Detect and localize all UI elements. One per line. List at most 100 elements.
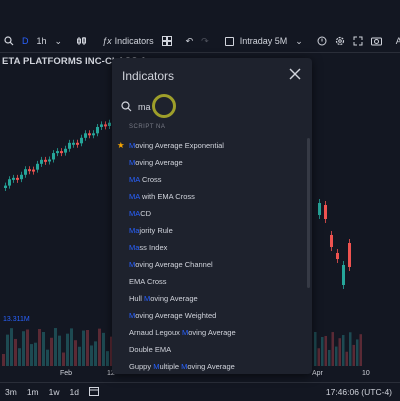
volume-bar [42, 331, 45, 366]
volume-bar [359, 334, 362, 366]
indicator-result-label: Majority Rule [129, 226, 173, 235]
indicator-result-label: Hull Moving Average [129, 294, 198, 303]
volume-bar [66, 333, 69, 366]
time-axis-label: Apr [312, 370, 323, 377]
candle-body [60, 151, 63, 154]
candle-body [28, 169, 31, 172]
interval-1h-button[interactable]: 1h [36, 36, 47, 46]
indicator-result-label: MACD [129, 209, 152, 218]
timeframe-1m-button[interactable]: 1m [26, 387, 39, 397]
indicator-result-item[interactable]: EMA Cross [112, 273, 312, 290]
time-axis-label: 12 [107, 370, 115, 377]
alert-icon[interactable] [313, 30, 331, 52]
volume-bar [345, 351, 348, 366]
volume-bar [50, 337, 53, 366]
date-range-icon[interactable] [84, 386, 104, 398]
fullscreen-icon[interactable] [349, 30, 367, 52]
results-scrollbar[interactable] [307, 138, 310, 288]
time-axis[interactable]: Feb 12 Apr 10 [0, 370, 400, 380]
templates-icon[interactable] [158, 30, 176, 52]
clock: 17:46:06 (UTC-4) [325, 387, 392, 397]
interval-prefix-button[interactable]: D [22, 36, 29, 46]
indicator-result-item[interactable]: Mass Index [112, 239, 312, 256]
candle-body [56, 151, 59, 154]
indicator-result-item[interactable]: Moving Average [112, 154, 312, 171]
indicator-result-label: EMA Cross [129, 277, 167, 286]
indicator-result-label: Moving Average [129, 158, 183, 167]
timeframe-3m-button[interactable]: 3m [5, 387, 17, 397]
volume-bar [18, 348, 21, 366]
volume-bar [30, 344, 33, 366]
indicator-result-item[interactable]: MACD [112, 205, 312, 222]
session-dropdown-icon[interactable]: ⌄ [295, 35, 303, 46]
indicator-result-label: Moving Average Exponential [129, 141, 224, 150]
candle-body [8, 179, 11, 186]
snapshot-icon[interactable] [367, 30, 386, 52]
volume-bar [356, 339, 359, 366]
symbol-search-icon[interactable] [0, 30, 18, 52]
candle-body [24, 169, 27, 175]
candle-body [16, 177, 19, 180]
volume-bar [349, 332, 352, 366]
top-toolbar: D 1h ⌄ ƒx Indicators ↶ ↷ Intraday 5M ⌄ A… [0, 30, 400, 53]
volume-bar [38, 329, 41, 366]
indicator-result-item[interactable]: Double EMA [112, 341, 312, 358]
volume-bar [317, 348, 320, 366]
volume-bar [26, 329, 29, 366]
interval-dropdown-icon[interactable]: ⌄ [54, 35, 63, 46]
indicator-result-item[interactable]: MA with EMA Cross [112, 188, 312, 205]
undo-icon[interactable]: ↶ [185, 35, 194, 46]
candle-body [72, 142, 75, 145]
candle-body [76, 142, 79, 145]
volume-bar [324, 335, 327, 366]
volume-bar [46, 349, 49, 366]
indicator-result-item[interactable]: ★ Moving Average Exponential [112, 137, 312, 154]
volume-bar [86, 329, 89, 366]
indicator-result-item[interactable]: Moving Average Channel [112, 256, 312, 273]
toolbar-spacer [213, 30, 221, 52]
favorite-star-icon[interactable]: ★ [117, 140, 125, 150]
indicator-result-label: Guppy Multiple Moving Average [129, 362, 235, 371]
timeframe-1d-button[interactable]: 1d [69, 387, 79, 397]
indicator-result-item[interactable]: Hull Moving Average [112, 290, 312, 307]
timeframe-1w-button[interactable]: 1w [48, 387, 60, 397]
auto-scale-button[interactable]: Auto [395, 36, 400, 46]
close-icon[interactable] [288, 67, 302, 81]
search-input[interactable] [138, 99, 298, 114]
candle-body [44, 159, 47, 162]
bottom-toolbar: 3m 1m 1w 1d 17:46:06 (UTC-4) [0, 382, 400, 401]
volume-bar [34, 342, 37, 366]
indicators-dialog: Indicators SCRIPT NA ★ Moving Average Exp… [112, 58, 312, 374]
volume-bar [338, 338, 341, 366]
candle-body [36, 163, 39, 170]
candle-body [64, 148, 67, 153]
indicator-result-label: Arnaud Legoux Moving Average [129, 328, 236, 337]
function-icon: ƒx [102, 36, 112, 46]
volume-bar [22, 331, 25, 366]
volume-bar [110, 336, 113, 366]
chart-type-icon[interactable] [72, 30, 92, 52]
volume-bar [82, 330, 85, 366]
indicator-result-item[interactable]: Moving Average Weighted [112, 307, 312, 324]
volume-bar [14, 338, 17, 366]
volume-bar [328, 349, 331, 366]
volume-bar [352, 344, 355, 366]
indicators-button[interactable]: ƒx Indicators [98, 30, 158, 52]
indicator-result-item[interactable]: Arnaud Legoux Moving Average [112, 324, 312, 341]
time-axis-label: Feb [60, 370, 73, 377]
search-bar [112, 96, 312, 118]
volume-bar [54, 328, 57, 366]
indicator-result-item[interactable]: MA Cross [112, 171, 312, 188]
candle-body [12, 177, 15, 180]
price-chart[interactable] [0, 53, 400, 370]
volume-value: 13.311M [3, 316, 30, 323]
indicator-result-item[interactable]: Majority Rule [112, 222, 312, 239]
session-selector[interactable]: Intraday 5M [221, 30, 292, 52]
settings-gear-icon[interactable] [331, 30, 349, 52]
candle-body [48, 159, 51, 162]
volume-bar [94, 341, 97, 366]
redo-icon[interactable]: ↷ [201, 35, 209, 46]
volume-bar [90, 345, 93, 366]
indicator-result-item[interactable]: Guppy Multiple Moving Average [112, 358, 312, 374]
indicator-result-label: Moving Average Weighted [129, 311, 217, 320]
